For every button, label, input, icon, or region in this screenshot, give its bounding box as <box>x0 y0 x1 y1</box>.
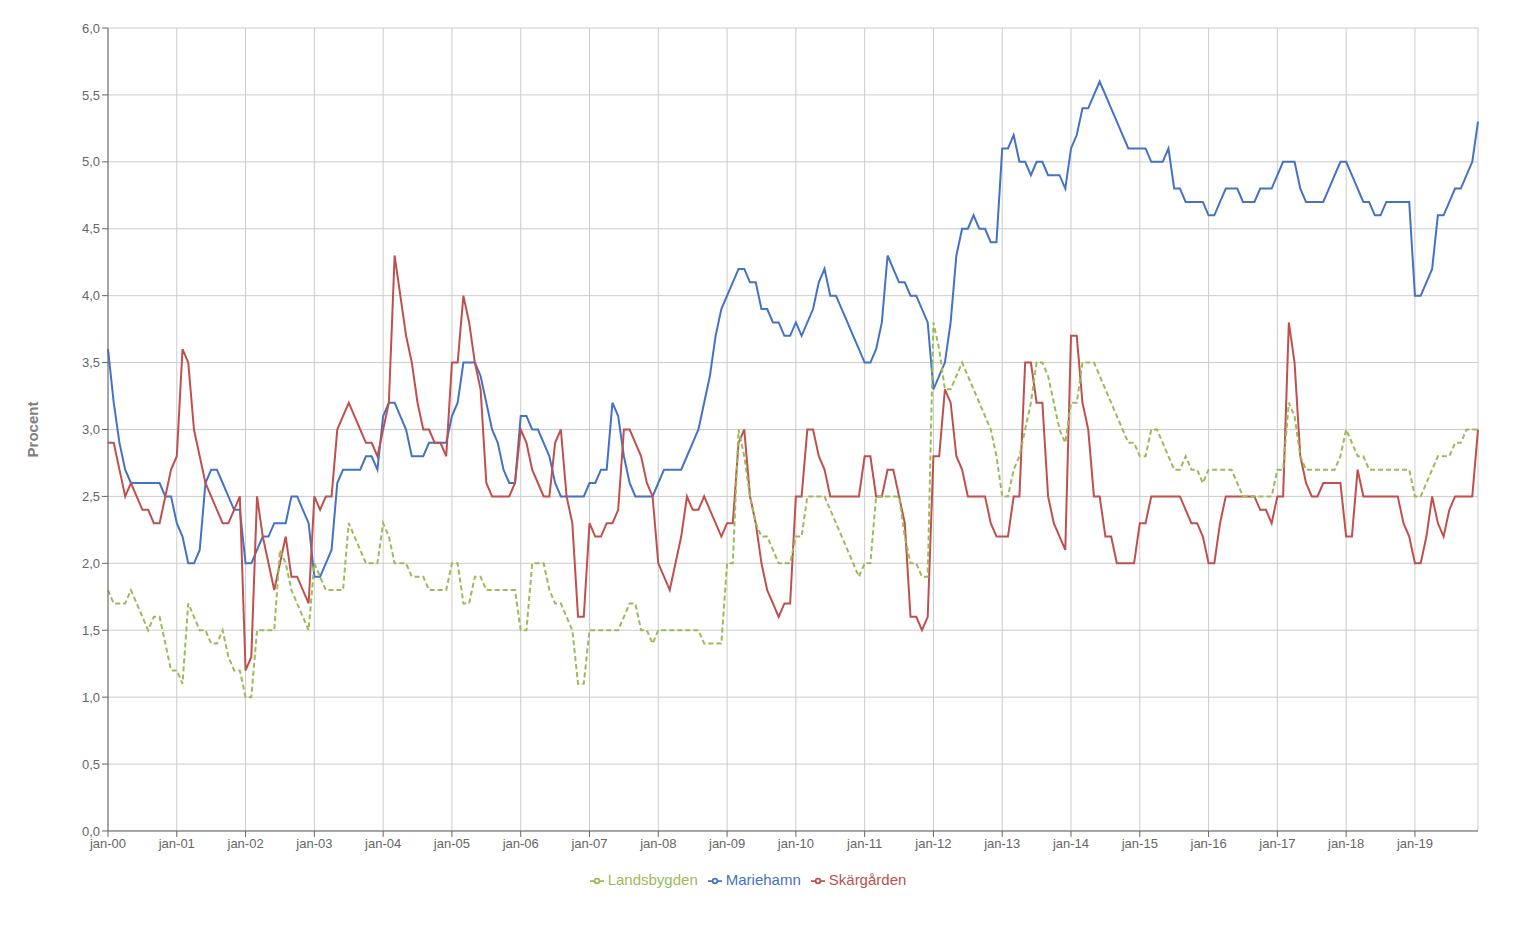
svg-text:jan-06: jan-06 <box>502 836 539 851</box>
svg-text:jan-14: jan-14 <box>1052 836 1089 851</box>
svg-text:3,5: 3,5 <box>82 355 100 370</box>
html-text:Landsbygden: Landsbygden <box>607 871 698 888</box>
svg-text:jan-18: jan-18 <box>1327 836 1364 851</box>
svg-text:jan-11: jan-11 <box>846 836 882 851</box>
svg-text:2,5: 2,5 <box>82 489 100 504</box>
svg-text:0,5: 0,5 <box>82 757 100 772</box>
svg-text:jan-08: jan-08 <box>639 836 676 851</box>
svg-text:0,0: 0,0 <box>82 824 100 839</box>
svg-text:5,5: 5,5 <box>82 88 100 103</box>
svg-text:1,0: 1,0 <box>82 690 100 705</box>
svg-text:jan-03: jan-03 <box>295 836 332 851</box>
svg-text:2,0: 2,0 <box>82 556 100 571</box>
svg-text:jan-09: jan-09 <box>708 836 745 851</box>
svg-text:jan-07: jan-07 <box>570 836 607 851</box>
svg-text:jan-17: jan-17 <box>1258 836 1295 851</box>
svg-text:5,0: 5,0 <box>82 154 100 169</box>
svg-text:jan-13: jan-13 <box>983 836 1020 851</box>
svg-text:jan-01: jan-01 <box>158 836 195 851</box>
svg-text:Procent: Procent <box>24 402 41 458</box>
svg-text:4,0: 4,0 <box>82 288 100 303</box>
svg-text:3,0: 3,0 <box>82 422 100 437</box>
svg-text:jan-12: jan-12 <box>914 836 951 851</box>
svg-text:jan-15: jan-15 <box>1121 836 1158 851</box>
svg-text:jan-04: jan-04 <box>364 836 401 851</box>
svg-text:jan-16: jan-16 <box>1190 836 1227 851</box>
svg-text:4,5: 4,5 <box>82 221 100 236</box>
svg-text:jan-00: jan-00 <box>89 836 127 852</box>
html-text:Mariehamn: Mariehamn <box>725 871 801 888</box>
svg-text:jan-05: jan-05 <box>433 836 470 851</box>
html-text:Skärgården: Skärgården <box>828 871 907 888</box>
svg-text:jan-19: jan-19 <box>1396 836 1433 851</box>
svg-text:1,5: 1,5 <box>82 623 100 638</box>
svg-text:jan-10: jan-10 <box>777 836 814 851</box>
svg-text:6,0: 6,0 <box>82 21 100 36</box>
svg-text:jan-02: jan-02 <box>227 836 264 851</box>
